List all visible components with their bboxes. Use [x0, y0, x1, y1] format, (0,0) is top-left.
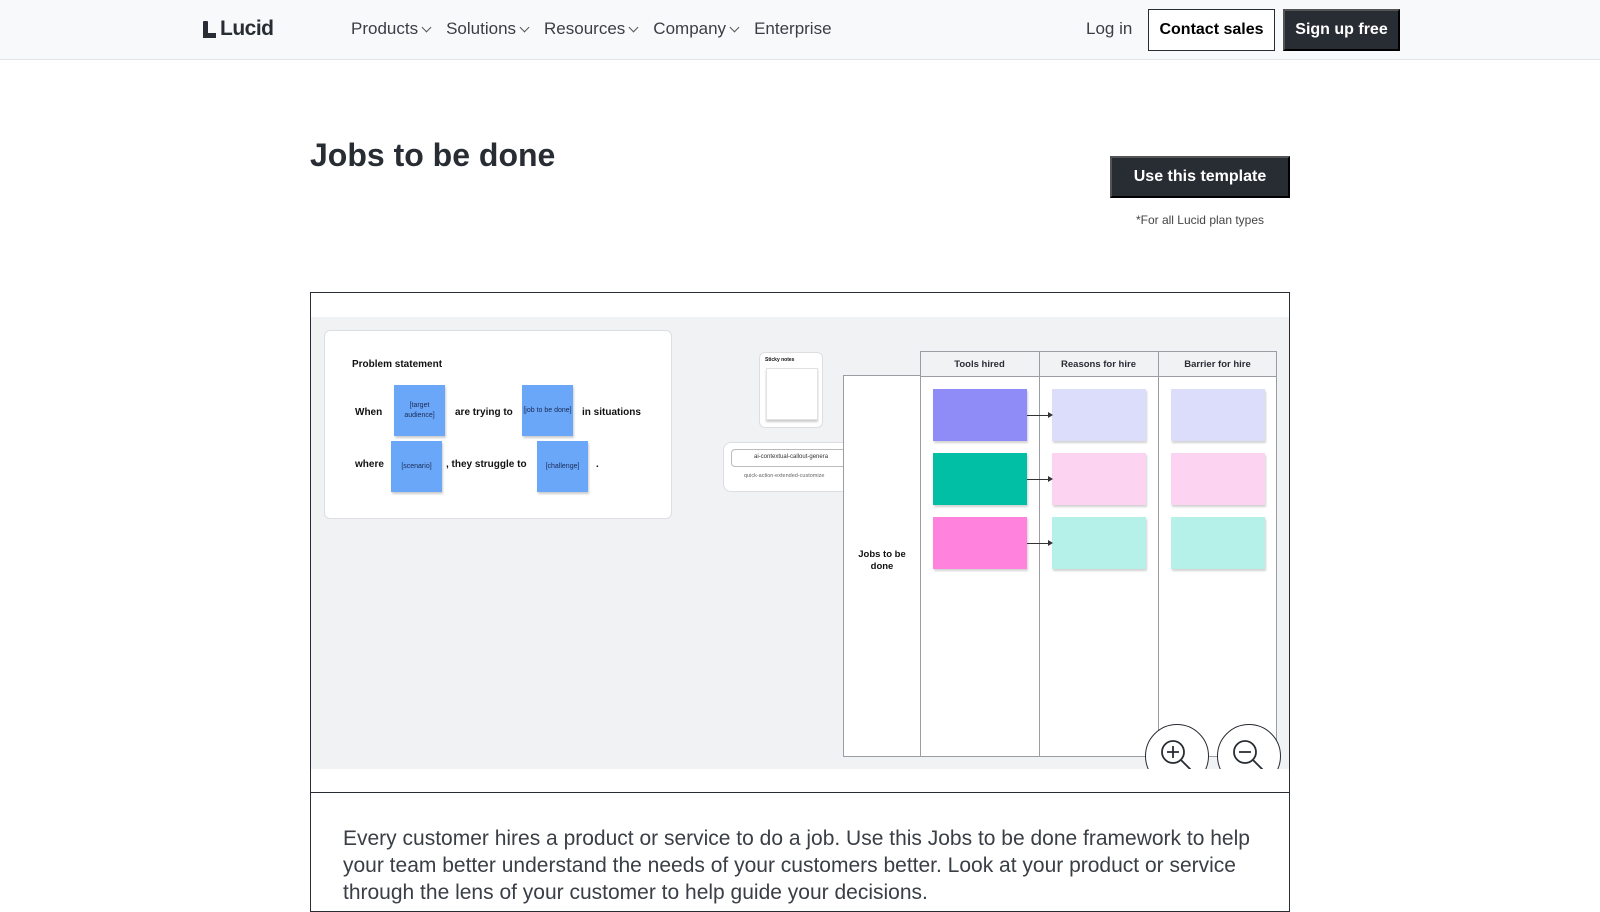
menu-label: Enterprise: [754, 19, 832, 38]
divider: [1158, 351, 1159, 757]
word: When: [355, 407, 383, 418]
sticky-note[interactable]: [933, 453, 1027, 505]
main-menu: Products Solutions Resources Company Ent…: [351, 19, 832, 39]
menu-enterprise[interactable]: Enterprise: [754, 19, 831, 39]
sticky-note[interactable]: [1052, 453, 1146, 505]
arrow-connector: [1027, 476, 1053, 482]
word: where: [355, 459, 384, 470]
menu-products[interactable]: Products: [351, 19, 432, 39]
divider: [1039, 351, 1040, 757]
chevron-down-icon: [628, 22, 639, 32]
sticky-challenge[interactable]: [challenge]: [537, 441, 588, 492]
logo-text: Lucid: [220, 17, 274, 40]
sticky-note[interactable]: [1052, 517, 1146, 569]
sticky-note[interactable]: [933, 517, 1027, 569]
menu-label: Resources: [544, 19, 626, 38]
contact-sales-button[interactable]: Contact sales: [1148, 9, 1275, 51]
zoom-out-icon: [1233, 740, 1264, 769]
divider: [311, 792, 1289, 793]
column-header-reasons: Reasons for hire: [1061, 358, 1136, 370]
quick-action-item[interactable]: quick-action-extended-customize: [744, 473, 825, 479]
login-link[interactable]: Log in: [1086, 19, 1133, 38]
zoom-in-icon: [1161, 740, 1192, 769]
use-template-button[interactable]: Use this template: [1110, 156, 1290, 198]
menu-resources[interactable]: Resources: [544, 19, 639, 39]
diagram-canvas[interactable]: Problem statement When [target audience]…: [311, 317, 1289, 769]
word: are trying to: [455, 407, 513, 418]
word: , they struggle to: [446, 459, 527, 470]
sticky-note[interactable]: [1171, 453, 1265, 505]
arrow-connector: [1027, 412, 1053, 418]
sticky-panel-label: Sticky notes: [765, 357, 795, 363]
sticky-notes-panel[interactable]: Sticky notes: [759, 352, 823, 428]
sticky-note[interactable]: [1171, 517, 1265, 569]
top-nav: Lucid Products Solutions Resources Compa…: [0, 0, 1600, 60]
chevron-down-icon: [519, 22, 530, 32]
lucid-logo-icon: [203, 20, 217, 38]
lucid-logo[interactable]: Lucid: [203, 17, 274, 41]
zoom-in-button[interactable]: [1145, 724, 1209, 769]
sticky-note[interactable]: [1171, 389, 1265, 441]
word: in situations: [582, 407, 641, 418]
sign-up-button[interactable]: Sign up free: [1283, 9, 1400, 51]
menu-solutions[interactable]: Solutions: [446, 19, 530, 39]
problem-title: Problem statement: [352, 359, 443, 370]
problem-statement-card: Problem statement When [target audience]…: [324, 330, 672, 519]
chevron-down-icon: [729, 22, 740, 32]
page-title: Jobs to be done: [310, 137, 556, 173]
column-header-tools: Tools hired: [954, 358, 1005, 370]
chevron-down-icon: [421, 22, 432, 32]
sticky-note[interactable]: [1052, 389, 1146, 441]
divider: [920, 351, 921, 757]
template-description: Every customer hires a product or servic…: [343, 827, 1250, 904]
arrow-connector: [1027, 540, 1053, 546]
menu-label: Solutions: [446, 19, 517, 38]
sticky-note[interactable]: [933, 389, 1027, 441]
menu-label: Company: [653, 19, 727, 38]
menu-company[interactable]: Company: [653, 19, 740, 39]
callout-item-label: ai-contextual-callout-genera: [754, 454, 829, 460]
callout-panel: ai-contextual-callout-genera quick-actio…: [723, 442, 863, 492]
word: .: [596, 459, 599, 470]
plan-note: *For all Lucid plan types: [1135, 213, 1265, 227]
sticky-scenario[interactable]: [scenario]: [391, 441, 442, 492]
callout-item[interactable]: ai-contextual-callout-genera: [731, 449, 861, 467]
template-preview: Problem statement When [target audience]…: [310, 292, 1290, 912]
sticky-target-audience[interactable]: [target audience]: [394, 385, 445, 436]
zoom-out-button[interactable]: [1217, 724, 1281, 769]
table-header: [920, 351, 1277, 377]
menu-label: Products: [351, 19, 419, 38]
column-header-barrier: Barrier for hire: [1184, 358, 1251, 370]
row-label: Jobs to be done: [858, 549, 906, 572]
sticky-note-stack[interactable]: [766, 368, 818, 420]
sticky-job[interactable]: [job to be done]: [522, 385, 573, 436]
